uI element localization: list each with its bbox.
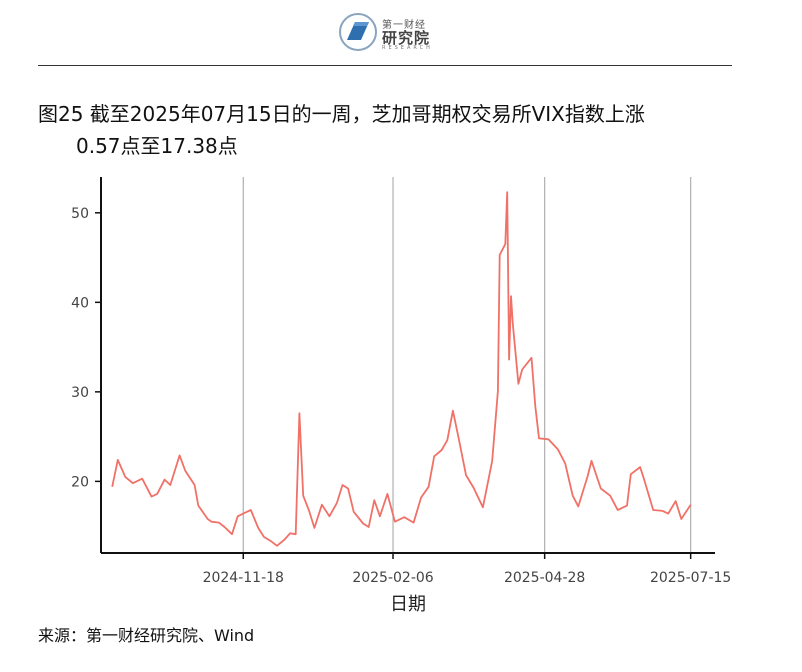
x-tick-label: 2025-07-15 — [650, 570, 731, 586]
x-axis-title: 日期 — [390, 594, 426, 615]
source-note: 来源：第一财经研究院、Wind — [38, 626, 255, 645]
vix-series-line — [111, 191, 692, 547]
header-divider — [38, 65, 732, 66]
y-tick-label: 30 — [71, 385, 89, 401]
x-tick-label: 2025-02-06 — [352, 570, 433, 586]
x-tick-label: 2024-11-18 — [203, 570, 284, 586]
figure-title-line2: 0.57点至17.38点 — [76, 134, 238, 158]
y-tick-label: 20 — [71, 474, 89, 490]
x-axis-ticks: 2024-11-18 2025-02-06 2025-04-28 2025-07-15 — [203, 553, 731, 586]
y-axis-ticks: 20 30 40 50 — [71, 206, 101, 490]
brand-logo: 第一财经 研究院 RESEARCH — [338, 8, 448, 56]
logo-emblem-icon — [339, 13, 377, 51]
logo-main-text: 研究院 — [382, 29, 431, 47]
x-tick-label: 2025-04-28 — [504, 570, 585, 586]
y-tick-label: 50 — [71, 206, 89, 222]
logo-sub-text: RESEARCH — [382, 45, 433, 51]
figure-title-line1: 图25 截至2025年07月15日的一周，芝加哥期权交易所VIX指数上涨 — [38, 102, 645, 126]
logo-top-text: 第一财经 — [382, 20, 426, 31]
figure-title: 图25 截至2025年07月15日的一周，芝加哥期权交易所VIX指数上涨 0.5… — [38, 98, 758, 162]
grid-layer — [242, 177, 692, 553]
y-tick-label: 40 — [71, 295, 89, 311]
